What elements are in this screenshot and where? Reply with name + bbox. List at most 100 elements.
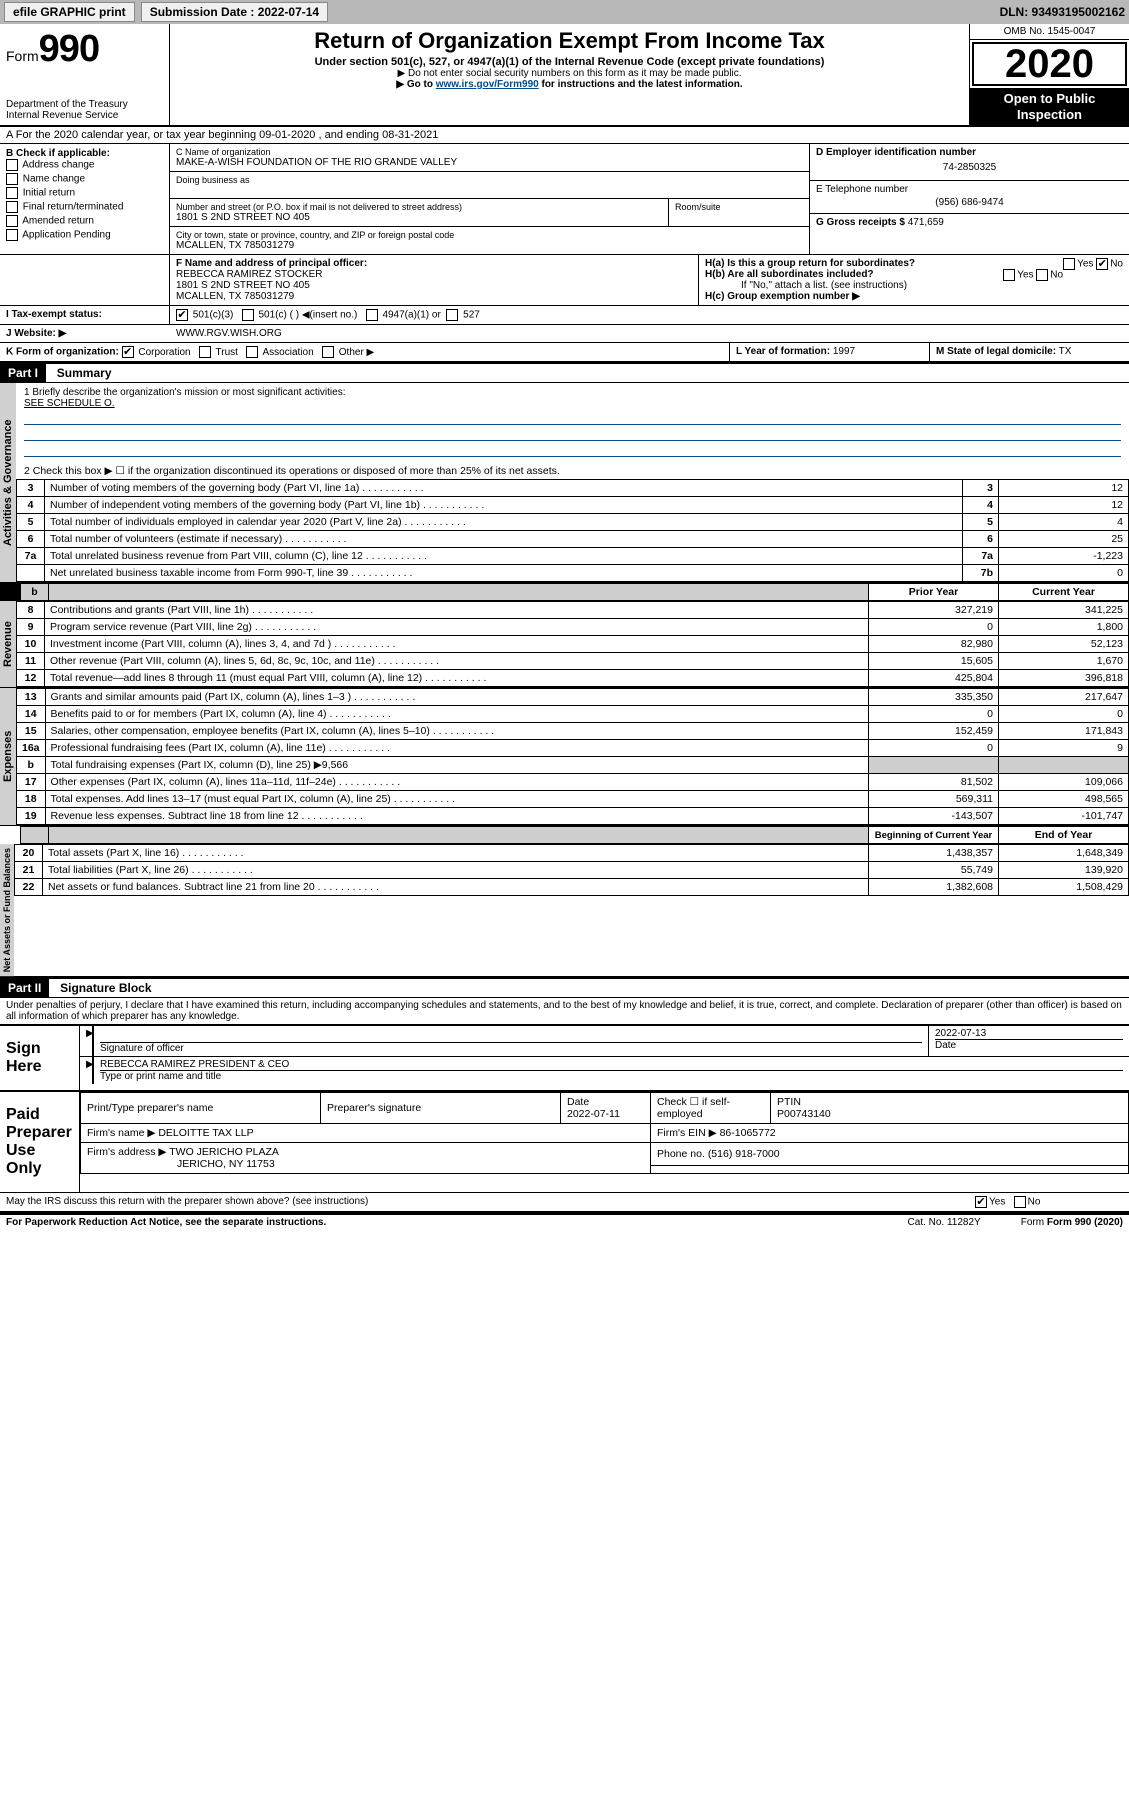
firm-phone: (516) 918-7000: [708, 1148, 780, 1160]
501c3-checkbox[interactable]: [176, 309, 188, 321]
boxB-option[interactable]: Amended return: [6, 215, 163, 227]
table-row: 17Other expenses (Part IX, column (A), l…: [17, 774, 1129, 791]
dba-label: Doing business as: [176, 175, 803, 185]
note-goto-pre: ▶ Go to: [396, 79, 435, 90]
dept-label: Department of the Treasury: [6, 99, 163, 110]
boxB-option[interactable]: Address change: [6, 159, 163, 171]
open-public-badge: Open to Public Inspection: [970, 88, 1129, 125]
rowL-label: L Year of formation:: [736, 346, 830, 357]
hb-yes-checkbox[interactable]: [1003, 269, 1015, 281]
current-year-header: Current Year: [999, 584, 1129, 601]
table-row: 7aTotal unrelated business revenue from …: [17, 548, 1129, 565]
4947-checkbox[interactable]: [366, 309, 378, 321]
prep-sig-label: Preparer's signature: [321, 1093, 561, 1124]
submission-date: Submission Date : 2022-07-14: [141, 2, 328, 22]
table-row: 15Salaries, other compensation, employee…: [17, 723, 1129, 740]
firm-addr1: TWO JERICHO PLAZA: [169, 1146, 279, 1158]
city-label: City or town, state or province, country…: [176, 230, 803, 240]
table-row: 8Contributions and grants (Part VIII, li…: [17, 602, 1129, 619]
part1-header: Part I: [0, 364, 46, 382]
rowK-option[interactable]: Other ▶: [319, 347, 380, 358]
table-row: 22Net assets or fund balances. Subtract …: [15, 879, 1129, 896]
table-row: 11Other revenue (Part VIII, column (A), …: [17, 653, 1129, 670]
addr-label: Number and street (or P.O. box if mail i…: [176, 202, 662, 212]
hb-label: H(b) Are all subordinates included?: [705, 269, 874, 280]
room-label: Room/suite: [675, 202, 803, 212]
top-bar: efile GRAPHIC print Submission Date : 20…: [0, 0, 1129, 24]
table-row: bTotal fundraising expenses (Part IX, co…: [17, 757, 1129, 774]
rowK-option[interactable]: Corporation: [122, 347, 197, 358]
rowI-label: I Tax-exempt status:: [0, 306, 170, 324]
hc-label: H(c) Group exemption number ▶: [705, 291, 860, 302]
note-goto-post: for instructions and the latest informat…: [539, 79, 743, 90]
table-row: 3Number of voting members of the governi…: [17, 480, 1129, 497]
efile-button[interactable]: efile GRAPHIC print: [4, 2, 135, 22]
boxB-title: B Check if applicable:: [6, 148, 163, 159]
boxB-option[interactable]: Final return/terminated: [6, 201, 163, 213]
form-number: 990: [39, 28, 99, 70]
officer-name: REBECCA RAMIREZ STOCKER: [176, 269, 692, 280]
vlabel-net: Net Assets or Fund Balances: [0, 844, 14, 976]
sig-date: 2022-07-13: [935, 1028, 1123, 1039]
sig-date-label: Date: [935, 1039, 1123, 1051]
firm-addr2: JERICHO, NY 11753: [87, 1158, 275, 1170]
ha-no-checkbox[interactable]: [1096, 258, 1108, 270]
table-row: 6Total number of volunteers (estimate if…: [17, 531, 1129, 548]
vlabel-expenses: Expenses: [0, 688, 16, 825]
end-year-header: End of Year: [999, 827, 1129, 844]
527-checkbox[interactable]: [446, 309, 458, 321]
paid-preparer-label: Paid Preparer Use Only: [0, 1092, 80, 1192]
row-a: A For the 2020 calendar year, or tax yea…: [0, 127, 1129, 144]
firm-ein: 86-1065772: [720, 1127, 776, 1139]
rowM-label: M State of legal domicile:: [936, 346, 1056, 357]
boxB-option[interactable]: Application Pending: [6, 229, 163, 241]
table-row: 9Program service revenue (Part VIII, lin…: [17, 619, 1129, 636]
rowJ-label: J Website: ▶: [0, 325, 170, 342]
form-title: Return of Organization Exempt From Incom…: [178, 28, 961, 54]
officer-addr2: MCALLEN, TX 785031279: [176, 291, 692, 302]
firm-name: DELOITTE TAX LLP: [158, 1127, 253, 1139]
row-i: I Tax-exempt status: 501(c)(3) 501(c) ( …: [0, 306, 1129, 325]
website-value: WWW.RGV.WISH.ORG: [170, 325, 1129, 342]
table-row: 10Investment income (Part VIII, column (…: [17, 636, 1129, 653]
sign-here-label: Sign Here: [0, 1026, 80, 1090]
omb-number: OMB No. 1545-0047: [970, 24, 1129, 40]
identity-grid: B Check if applicable: Address change Na…: [0, 144, 1129, 255]
table-row: 16aProfessional fundraising fees (Part I…: [17, 740, 1129, 757]
row-klm: K Form of organization: Corporation Trus…: [0, 343, 1129, 363]
ha-yes-checkbox[interactable]: [1063, 258, 1075, 270]
footer: For Paperwork Reduction Act Notice, see …: [0, 1213, 1129, 1230]
prior-year-header: Prior Year: [869, 584, 999, 601]
table-row: 5Total number of individuals employed in…: [17, 514, 1129, 531]
discuss-no-checkbox[interactable]: [1014, 1196, 1026, 1208]
rowK-label: K Form of organization:: [6, 347, 119, 358]
501c-checkbox[interactable]: [242, 309, 254, 321]
form990-link[interactable]: www.irs.gov/Form990: [436, 79, 539, 90]
ptin-value: P00743140: [777, 1108, 831, 1120]
beg-year-header: Beginning of Current Year: [869, 827, 999, 844]
rowK-option[interactable]: Trust: [196, 347, 243, 358]
gross-value: 471,659: [908, 217, 944, 228]
boxB-option[interactable]: Name change: [6, 173, 163, 185]
boxB-option[interactable]: Initial return: [6, 187, 163, 199]
cat-no: Cat. No. 11282Y: [908, 1217, 981, 1228]
form-subtitle: Under section 501(c), 527, or 4947(a)(1)…: [178, 56, 961, 68]
table-row: 20Total assets (Part X, line 16) 1,438,3…: [15, 845, 1129, 862]
officer-addr1: 1801 S 2ND STREET NO 405: [176, 280, 692, 291]
check-self-label: Check ☐ if self-employed: [651, 1093, 771, 1124]
form-label: Form: [6, 48, 39, 64]
penalty-text: Under penalties of perjury, I declare th…: [0, 998, 1129, 1024]
part1-title: Summary: [49, 366, 112, 380]
table-row: 19Revenue less expenses. Subtract line 1…: [17, 808, 1129, 825]
org-name: MAKE-A-WISH FOUNDATION OF THE RIO GRANDE…: [176, 157, 803, 168]
sig-officer-label: Signature of officer: [100, 1042, 922, 1054]
q2-label: 2 Check this box ▶ ☐ if the organization…: [16, 463, 1129, 479]
officer-typed-name: REBECCA RAMIREZ PRESIDENT & CEO: [100, 1059, 1123, 1070]
org-name-label: C Name of organization: [176, 147, 803, 157]
street-address: 1801 S 2ND STREET NO 405: [176, 212, 662, 223]
row-j: J Website: ▶ WWW.RGV.WISH.ORG: [0, 325, 1129, 343]
discuss-yes-checkbox[interactable]: [975, 1196, 987, 1208]
paperwork-notice: For Paperwork Reduction Act Notice, see …: [6, 1217, 326, 1228]
rowK-option[interactable]: Association: [244, 347, 320, 358]
hb-no-checkbox[interactable]: [1036, 269, 1048, 281]
